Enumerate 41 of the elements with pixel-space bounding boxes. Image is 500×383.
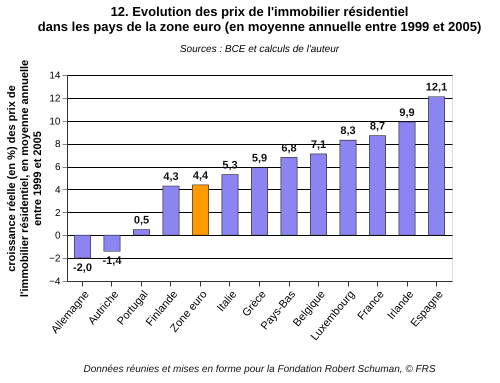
data-label: -1,4 bbox=[102, 255, 122, 268]
bar bbox=[310, 154, 327, 236]
y-tick-label: 2 bbox=[54, 208, 61, 219]
data-label: 8,7 bbox=[370, 120, 386, 133]
y-tick-label: −2 bbox=[49, 254, 61, 265]
text: entre 1999 et 2005 bbox=[32, 131, 44, 226]
data-label: 0,5 bbox=[134, 214, 150, 226]
source-note: Sources : BCE et calculs de l'auteur bbox=[180, 44, 340, 55]
y-tick-label: 12 bbox=[49, 93, 61, 104]
text: l'immobilier résidentiel, en moyenne annuelle bbox=[19, 60, 32, 298]
y-tick-label: 10 bbox=[49, 116, 61, 128]
bar bbox=[398, 122, 416, 236]
y-tick-label: 6 bbox=[54, 162, 61, 174]
bar bbox=[340, 140, 356, 236]
bar bbox=[280, 157, 298, 236]
data-label: 8,3 bbox=[340, 125, 356, 138]
data-label: 6,8 bbox=[281, 142, 297, 154]
y-tick-label: −4 bbox=[49, 276, 61, 288]
data-label: -2,0 bbox=[73, 262, 92, 274]
bar bbox=[428, 96, 445, 236]
text: dans les pays de la zone euro (en moyenne annuelle entre 1999 et 2005) bbox=[38, 18, 482, 34]
bar bbox=[251, 167, 268, 236]
data-label: 9,9 bbox=[399, 106, 415, 119]
data-label: 4,4 bbox=[192, 170, 210, 182]
data-label: 5,9 bbox=[252, 152, 268, 165]
bar bbox=[369, 135, 386, 236]
y-tick-label: 8 bbox=[54, 139, 61, 150]
text: Données réunies et mises en forme pour la Fondation Robert Schuman, © FRS bbox=[84, 364, 436, 375]
bar bbox=[192, 184, 209, 236]
bar bbox=[74, 234, 91, 258]
y-tick-label: 4 bbox=[54, 184, 61, 196]
data-label: 12,1 bbox=[426, 82, 448, 94]
bar bbox=[162, 186, 180, 236]
data-label: 4,3 bbox=[163, 171, 179, 184]
y-tick-label: 0 bbox=[54, 230, 61, 242]
y-tick-label: 14 bbox=[49, 70, 61, 82]
text: croissance réelle (en %) des prix de bbox=[6, 85, 18, 272]
bar bbox=[104, 234, 120, 252]
bar bbox=[222, 174, 238, 236]
text: 12. Evolution des prix de l'immobilier résidentiel bbox=[110, 4, 408, 19]
bar bbox=[133, 229, 150, 236]
